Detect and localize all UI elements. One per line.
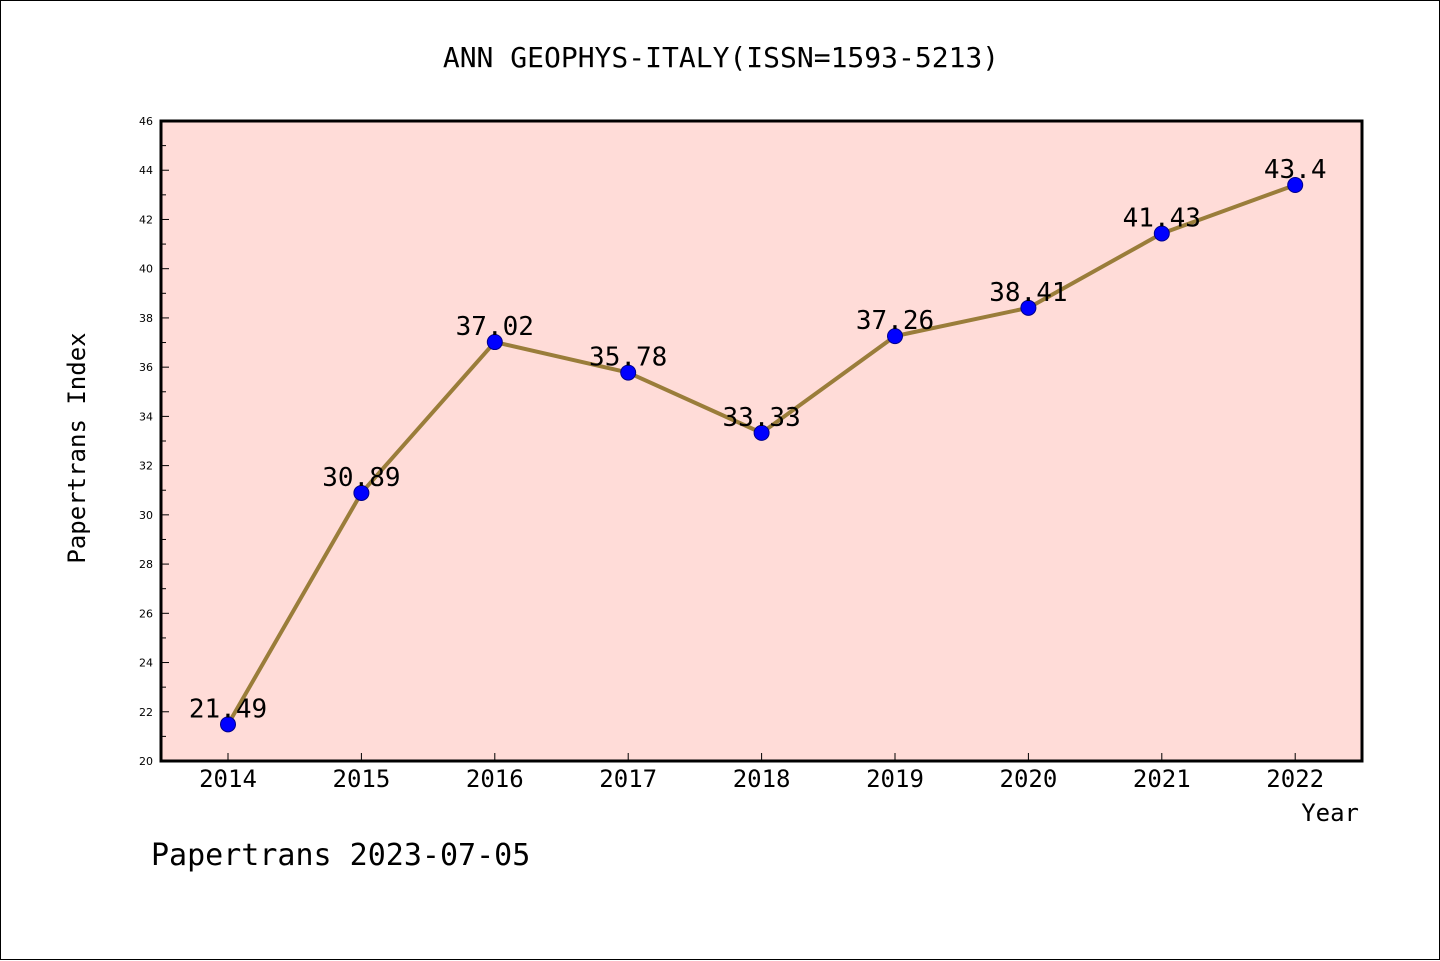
data-point (620, 364, 637, 381)
x-tick-label: 2022 (1266, 765, 1324, 793)
data-point (753, 424, 770, 441)
x-tick-label: 2014 (199, 765, 257, 793)
data-point (1287, 177, 1304, 193)
data-label: 38.41 (989, 278, 1067, 308)
y-tick-label: 22 (139, 706, 153, 719)
x-tick-label: 2017 (599, 765, 657, 793)
data-point (1020, 299, 1037, 316)
data-point (887, 328, 903, 345)
x-tick-label: 2021 (1133, 765, 1191, 793)
y-tick-label: 26 (139, 607, 153, 620)
data-point (1153, 225, 1170, 242)
y-tick-label: 36 (139, 361, 153, 374)
y-tick-label: 24 (139, 657, 153, 670)
y-tick-label: 40 (139, 263, 153, 276)
data-label: 37.26 (856, 306, 934, 336)
x-tick-label: 2018 (733, 765, 791, 793)
data-point (486, 334, 503, 351)
y-tick-label: 32 (139, 460, 153, 473)
y-axis: 20 22 24 26 28 30 32 34 36 38 40 42 44 46 (139, 115, 169, 768)
data-label: 33.33 (722, 403, 800, 433)
y-axis-label: Papertrans Index (63, 332, 91, 563)
y-tick-label: 44 (139, 164, 153, 177)
y-tick-label: 34 (139, 410, 153, 423)
data-point (353, 484, 370, 501)
y-tick-label: 30 (139, 509, 153, 522)
y-tick-label: 42 (139, 213, 153, 226)
y-tick-label: 20 (139, 755, 153, 768)
data-label: 21.49 (189, 694, 267, 724)
data-label: 41.43 (1123, 203, 1201, 233)
x-tick-label: 2020 (1000, 765, 1058, 793)
x-axis-label: Year (1301, 799, 1359, 827)
y-tick-label: 38 (139, 312, 153, 325)
data-label: 37.02 (456, 312, 534, 342)
data-point (220, 716, 236, 733)
data-label: 43.4 (1264, 155, 1327, 185)
x-axis: 2014 2015 2016 2017 2018 2019 2020 2021 2022 (199, 753, 1324, 793)
chart-title: ANN GEOPHYS-ITALY(ISSN=1593-5213) (443, 41, 999, 74)
data-label: 35.78 (589, 343, 667, 373)
x-tick-label: 2016 (466, 765, 524, 793)
series-layer: 21.49 30.89 37.02 35.78 33.33 37.26 38.41 41.43… (189, 155, 1327, 733)
x-tick-label: 2015 (333, 765, 391, 793)
plot-frame (159, 119, 1364, 763)
x-tick-label: 2019 (866, 765, 924, 793)
data-label: 30.89 (322, 463, 400, 493)
y-tick-label: 46 (139, 115, 153, 128)
y-tick-label: 28 (139, 558, 153, 571)
footer-date: Papertrans 2023-07-05 (151, 838, 530, 873)
